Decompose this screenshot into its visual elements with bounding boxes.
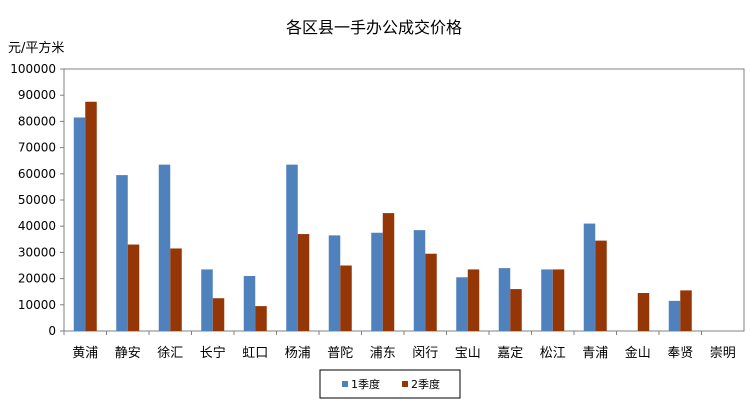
x-tick-label: 长宁 <box>200 345 226 361</box>
bar-2-14 <box>680 290 692 331</box>
x-tick-label: 崇明 <box>710 346 736 361</box>
bar-1-10 <box>498 268 511 331</box>
x-tick-label: 宝山 <box>455 346 481 361</box>
bar-1-3 <box>201 269 213 331</box>
bar-2-1 <box>127 244 140 331</box>
x-tick-label: 徐汇 <box>157 346 183 361</box>
chart-title: 各区县一手办公成交价格 <box>286 18 462 37</box>
bar-1-0 <box>73 117 86 331</box>
bar-2-8 <box>425 253 437 331</box>
x-tick-label: 静安 <box>115 346 141 361</box>
bar-2-5 <box>297 234 310 331</box>
legend-label-2: 2季度 <box>411 377 440 391</box>
y-tick-label: 100000 <box>10 62 56 76</box>
x-tick-label: 虹口 <box>242 346 268 361</box>
y-axis: 0 10000 20000 30000 40000 50000 60000 70000 8000… <box>10 62 64 338</box>
y-tick-label: 10000 <box>18 298 56 312</box>
bar-1-11 <box>541 269 553 331</box>
bar-2-11 <box>552 269 565 331</box>
bar-2-13 <box>637 293 650 331</box>
x-tick-label: 闵行 <box>412 346 438 361</box>
bar-2-0 <box>85 101 97 331</box>
y-tick-label: 40000 <box>18 219 56 233</box>
bar-1-7 <box>371 232 383 331</box>
bar-2-6 <box>340 265 352 331</box>
bar-1-6 <box>328 235 341 331</box>
x-tick-label: 嘉定 <box>497 346 523 361</box>
y-tick-label: 0 <box>48 324 56 338</box>
bar-1-1 <box>116 175 128 331</box>
legend: 1季度 2季度 <box>319 369 461 399</box>
x-tick-label: 松江 <box>540 346 566 361</box>
bar-1-4 <box>243 275 256 331</box>
x-tick-label: 黄浦 <box>72 346 98 361</box>
x-tick-label: 奉贤 <box>667 346 693 361</box>
bar-1-5 <box>286 164 298 331</box>
y-tick-label: 80000 <box>18 114 56 128</box>
y-tick-label: 50000 <box>18 193 56 207</box>
bar-1-8 <box>413 230 426 331</box>
y-axis-unit-label: 元/平方米 <box>8 40 64 56</box>
bar-2-4 <box>255 306 267 331</box>
bar-2-7 <box>382 213 395 331</box>
x-tick-label: 杨浦 <box>285 346 311 361</box>
legend-swatch-2 <box>402 381 408 387</box>
x-tick-label: 普陀 <box>327 345 353 361</box>
x-axis: 黄浦 静安 徐汇 长宁 虹口 杨浦 普陀 浦东 闵行 宝山 嘉定 松江 青浦 金山 奉贤 崇明 <box>63 331 736 361</box>
bar-2-9 <box>467 269 480 331</box>
y-tick-label: 30000 <box>18 245 56 259</box>
y-tick-label: 90000 <box>18 88 56 102</box>
bar-1-12 <box>583 223 596 331</box>
bar-2-12 <box>595 240 607 331</box>
x-tick-label: 青浦 <box>582 346 608 361</box>
bar-1-2 <box>158 164 171 331</box>
legend-label-1: 1季度 <box>351 377 380 391</box>
bar-2-2 <box>170 248 182 331</box>
bar-2-3 <box>212 298 225 331</box>
bars <box>73 101 692 331</box>
y-tick-label: 60000 <box>18 167 56 181</box>
x-tick-label: 浦东 <box>370 346 396 361</box>
bar-1-14 <box>668 300 681 331</box>
bar-2-10 <box>510 289 522 331</box>
bar-1-9 <box>456 277 468 331</box>
x-tick-label: 金山 <box>625 345 651 361</box>
legend-swatch-1 <box>342 381 348 387</box>
y-tick-label: 70000 <box>18 141 56 155</box>
y-tick-label: 20000 <box>18 272 56 286</box>
